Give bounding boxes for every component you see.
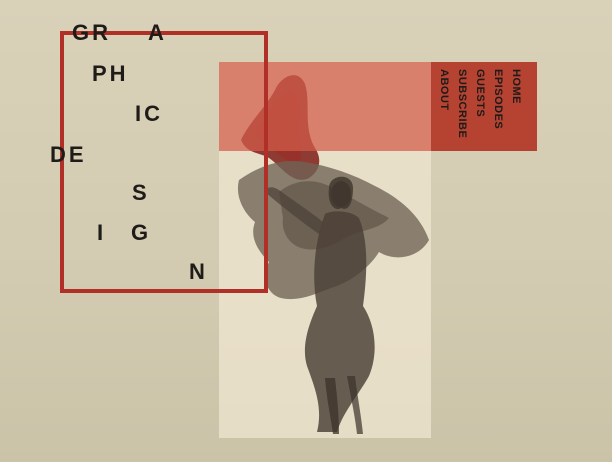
title-letter-n: N — [189, 259, 208, 284]
nav-block — [431, 62, 537, 151]
nav-subscribe[interactable]: SUBSCRIBE — [456, 69, 468, 139]
title-letters-gr: GR — [72, 20, 111, 45]
title-letter-a: A — [148, 20, 167, 45]
title-letters-de: DE — [50, 142, 87, 167]
title-letters-ph: PH — [92, 61, 129, 86]
nav-episodes[interactable]: EPISODES — [492, 69, 504, 130]
title-letter-s: S — [132, 180, 150, 205]
title-letter-g: G — [131, 220, 152, 245]
nav-guests[interactable]: GUESTS — [474, 69, 486, 118]
nav-about[interactable]: ABOUT — [438, 69, 450, 111]
title-letters-ic: IC — [135, 101, 163, 126]
title-frame — [60, 31, 268, 293]
nav-home[interactable]: HOME — [510, 69, 522, 104]
title-letter-i: I — [97, 220, 107, 245]
main-nav: HOME EPISODES GUESTS SUBSCRIBE ABOUT — [431, 62, 537, 151]
